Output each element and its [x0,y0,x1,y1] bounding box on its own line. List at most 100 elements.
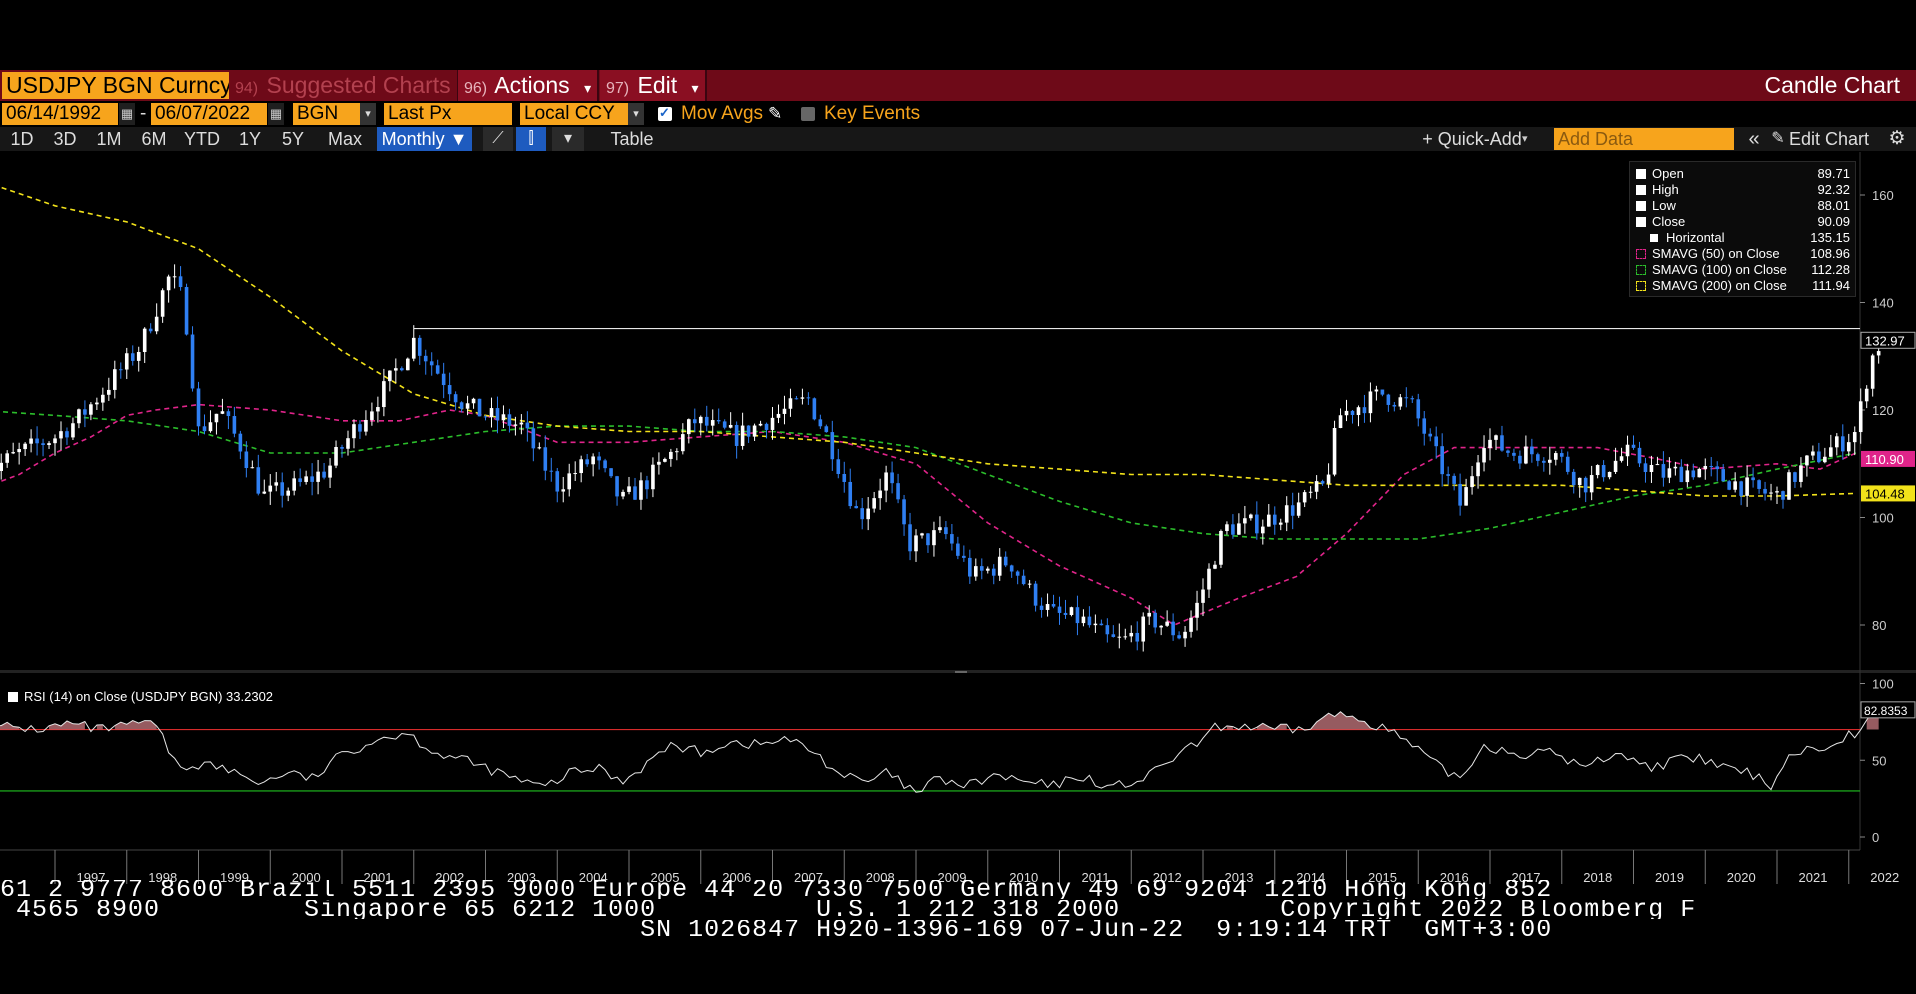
candle[interactable] [1583,476,1588,503]
candle[interactable] [1356,405,1361,427]
pencil-icon[interactable]: ✎ [1771,130,1785,147]
candle[interactable] [83,400,87,428]
candle[interactable] [776,404,781,424]
candle[interactable] [1261,519,1265,545]
candle[interactable] [1033,580,1038,612]
legend-row-0[interactable]: Open 89.71 [1636,166,1850,182]
candle[interactable] [1727,479,1731,491]
candle[interactable] [1571,468,1576,494]
candle[interactable] [465,395,470,416]
candle[interactable] [908,512,912,561]
candle[interactable] [884,465,888,503]
legend-swatch[interactable] [1636,169,1646,179]
candle[interactable] [1488,428,1492,461]
candle[interactable] [5,450,9,468]
candle[interactable] [1231,514,1235,539]
candle[interactable] [1296,492,1301,518]
candle[interactable] [1368,382,1373,423]
candle[interactable] [962,545,966,562]
collapse-icon[interactable]: « [1748,128,1760,150]
candle[interactable] [974,558,978,581]
candle[interactable] [208,410,213,433]
candle[interactable] [591,453,595,477]
line-chart-icon[interactable]: ⟋ [483,127,513,151]
candle[interactable] [513,416,518,436]
candle[interactable] [29,429,33,453]
candle[interactable] [1506,449,1510,457]
legend-swatch[interactable] [1636,249,1646,259]
candle[interactable] [1314,475,1319,500]
candle[interactable] [53,434,57,456]
candle[interactable] [148,323,153,334]
candle[interactable] [794,395,799,400]
candle[interactable] [459,401,464,413]
candle[interactable] [758,420,763,427]
candle[interactable] [1249,513,1253,521]
candle[interactable] [1542,457,1546,472]
candle[interactable] [388,370,392,392]
legend-swatch[interactable] [1636,201,1646,211]
table-button[interactable]: Table [588,127,676,151]
candle[interactable] [501,405,506,429]
legend-row-2[interactable]: Low 88.01 [1636,198,1850,214]
candle[interactable] [1207,563,1211,598]
candle[interactable] [316,459,320,495]
candle[interactable] [609,468,613,478]
candle[interactable] [1625,435,1630,466]
candle[interactable] [1147,605,1151,625]
candle[interactable] [1111,625,1116,638]
candle[interactable] [1320,479,1325,486]
candle[interactable] [716,408,721,424]
candle[interactable] [890,461,894,494]
candle[interactable] [1075,595,1080,636]
candle[interactable] [274,472,279,492]
candle[interactable] [1769,483,1773,501]
candle[interactable] [740,412,745,450]
candle[interactable] [202,414,207,435]
candle[interactable] [698,415,703,436]
candle[interactable] [1195,590,1199,631]
legend-swatch[interactable] [1636,265,1646,275]
candle[interactable] [1434,426,1438,459]
candle[interactable] [1057,596,1062,625]
candle[interactable] [1548,446,1552,475]
candle[interactable] [417,335,422,365]
candle[interactable] [423,349,428,375]
candle[interactable] [47,441,51,449]
timeframe-3d[interactable]: 3D [53,129,77,149]
candle[interactable] [836,448,841,479]
source-field[interactable]: BGN [293,103,365,125]
candle[interactable] [979,558,984,580]
candle[interactable] [1374,385,1379,401]
candle[interactable] [651,457,655,498]
candle[interactable] [1213,560,1217,570]
candle[interactable] [1159,625,1163,636]
candle[interactable] [1189,610,1193,638]
candle[interactable] [1852,426,1857,456]
candle[interactable] [812,397,817,421]
candle[interactable] [842,461,847,493]
candle[interactable] [818,414,823,429]
candle[interactable] [657,452,661,475]
candle[interactable] [585,453,589,467]
candle[interactable] [824,424,829,433]
candle[interactable] [663,457,667,463]
candle[interactable] [1709,457,1714,477]
candle[interactable] [1565,451,1570,475]
candle[interactable] [1003,551,1008,568]
candle[interactable] [746,425,751,443]
candle[interactable] [41,438,45,457]
candle[interactable] [328,458,332,488]
candle-chart-icon[interactable]: ⫿ [516,127,546,151]
candle[interactable] [914,529,918,562]
candle[interactable] [1691,463,1696,480]
candle[interactable] [1470,465,1474,495]
candle[interactable] [770,406,775,440]
candle[interactable] [160,288,165,323]
candle[interactable] [1721,464,1725,482]
currency-dropdown-caret-icon[interactable]: ▾ [628,103,644,125]
candle[interactable] [1559,449,1564,463]
price-field[interactable]: Last Px [384,103,512,125]
candle[interactable] [298,468,302,487]
start-date-field[interactable]: 06/14/1992 [2,103,118,125]
